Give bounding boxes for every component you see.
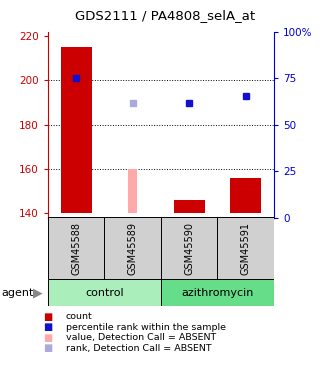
Bar bbox=[128, 169, 137, 213]
Text: ■: ■ bbox=[43, 333, 52, 343]
Text: ▶: ▶ bbox=[33, 286, 43, 299]
Text: count: count bbox=[66, 312, 93, 321]
Bar bbox=[161, 279, 274, 306]
Text: GDS2111 / PA4808_selA_at: GDS2111 / PA4808_selA_at bbox=[75, 9, 255, 22]
Bar bbox=[230, 178, 261, 213]
Text: percentile rank within the sample: percentile rank within the sample bbox=[66, 323, 226, 332]
Bar bbox=[217, 217, 274, 279]
Text: control: control bbox=[85, 288, 124, 297]
Bar bbox=[48, 217, 104, 279]
Text: GSM45590: GSM45590 bbox=[184, 222, 194, 275]
Bar bbox=[161, 217, 217, 279]
Text: ■: ■ bbox=[43, 322, 52, 332]
Text: value, Detection Call = ABSENT: value, Detection Call = ABSENT bbox=[66, 333, 216, 342]
Text: ■: ■ bbox=[43, 312, 52, 322]
Bar bbox=[174, 200, 205, 213]
Bar bbox=[104, 217, 161, 279]
Bar bbox=[48, 279, 161, 306]
Text: azithromycin: azithromycin bbox=[181, 288, 253, 297]
Text: GSM45591: GSM45591 bbox=[241, 222, 251, 275]
Text: ■: ■ bbox=[43, 344, 52, 353]
Text: agent: agent bbox=[2, 288, 34, 297]
Bar bbox=[61, 47, 92, 213]
Text: GSM45589: GSM45589 bbox=[128, 222, 138, 275]
Text: rank, Detection Call = ABSENT: rank, Detection Call = ABSENT bbox=[66, 344, 212, 353]
Text: GSM45588: GSM45588 bbox=[71, 222, 81, 275]
